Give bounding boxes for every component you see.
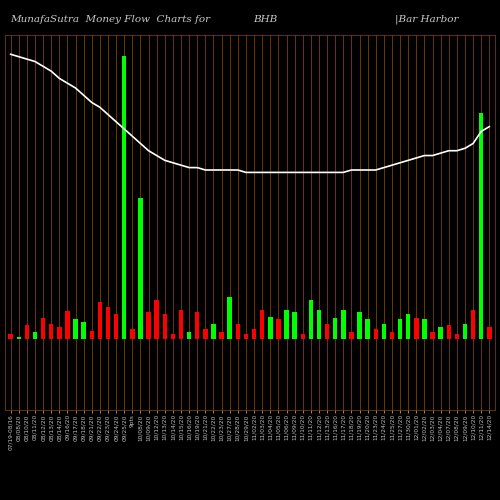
Bar	[162, 314, 167, 339]
Bar	[308, 300, 313, 339]
Bar	[179, 310, 184, 339]
Bar	[114, 314, 118, 339]
Bar	[406, 314, 410, 339]
Bar	[300, 334, 305, 339]
Bar	[244, 334, 248, 339]
Text: BHB: BHB	[253, 15, 277, 24]
Bar	[430, 332, 435, 339]
Bar	[487, 326, 492, 339]
Bar	[49, 324, 54, 339]
Bar	[154, 300, 159, 339]
Bar	[130, 328, 134, 339]
Bar	[138, 198, 142, 339]
Bar	[366, 320, 370, 339]
Bar	[57, 326, 62, 339]
Bar	[41, 318, 46, 339]
Bar	[228, 297, 232, 339]
Bar	[90, 331, 94, 339]
Bar	[276, 320, 280, 339]
Bar	[325, 324, 330, 339]
Bar	[438, 326, 443, 339]
Bar	[74, 320, 78, 339]
Bar	[446, 325, 451, 339]
Bar	[16, 337, 21, 339]
Bar	[471, 310, 476, 339]
Bar	[341, 310, 345, 339]
Bar	[358, 312, 362, 339]
Bar	[252, 328, 256, 339]
Bar	[260, 310, 264, 339]
Bar	[236, 324, 240, 339]
Bar	[187, 332, 192, 339]
Bar	[422, 320, 426, 339]
Bar	[33, 332, 37, 339]
Text: MunafaSutra  Money Flow  Charts for: MunafaSutra Money Flow Charts for	[10, 15, 210, 24]
Bar	[82, 322, 86, 339]
Bar	[479, 113, 484, 339]
Bar	[212, 324, 216, 339]
Bar	[24, 325, 29, 339]
Bar	[316, 310, 321, 339]
Bar	[454, 334, 459, 339]
Bar	[268, 316, 272, 339]
Bar	[195, 312, 200, 339]
Bar	[333, 318, 338, 339]
Bar	[122, 56, 126, 339]
Bar	[170, 334, 175, 339]
Bar	[98, 302, 102, 339]
Bar	[146, 312, 151, 339]
Bar	[292, 312, 297, 339]
Bar	[414, 318, 418, 339]
Bar	[382, 324, 386, 339]
Bar	[463, 324, 467, 339]
Bar	[220, 332, 224, 339]
Bar	[203, 328, 207, 339]
Bar	[106, 308, 110, 339]
Bar	[65, 311, 70, 339]
Bar	[374, 328, 378, 339]
Bar	[398, 320, 402, 339]
Text: |Bar Harbor: |Bar Harbor	[395, 15, 458, 24]
Bar	[8, 334, 13, 339]
Bar	[284, 310, 288, 339]
Bar	[390, 332, 394, 339]
Bar	[349, 332, 354, 339]
